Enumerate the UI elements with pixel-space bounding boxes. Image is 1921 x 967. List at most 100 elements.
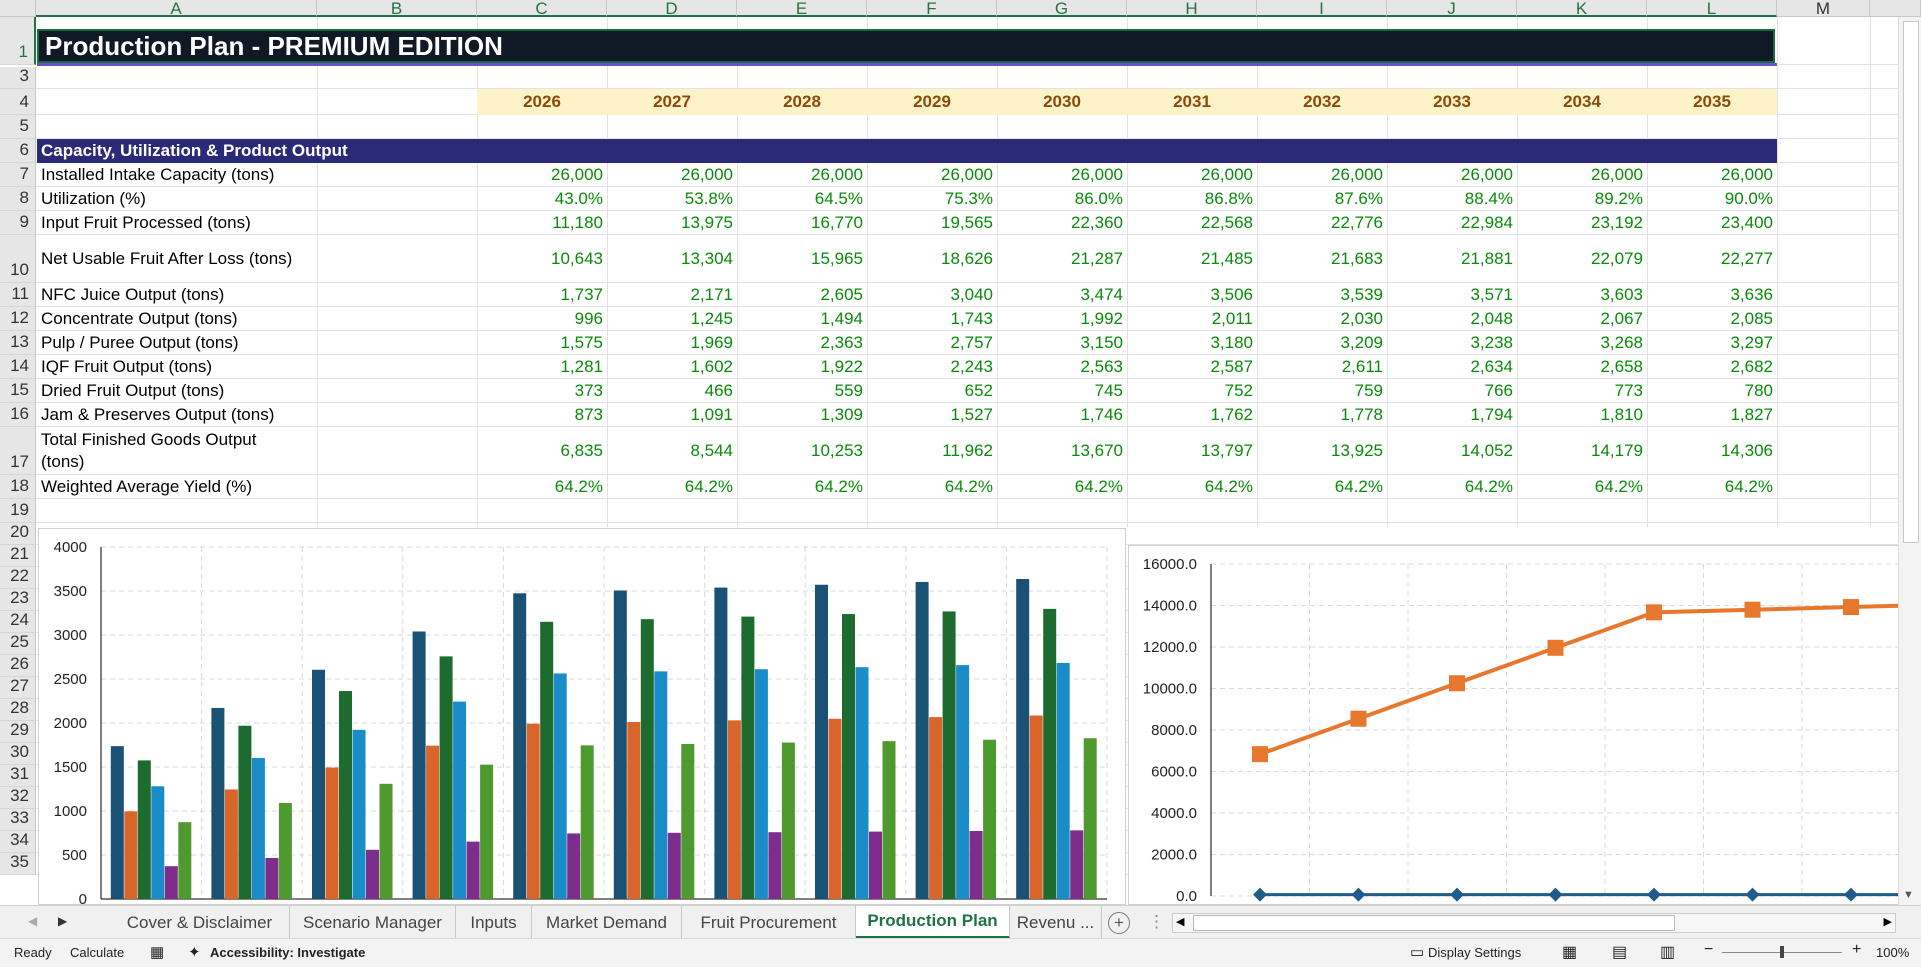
line-series-2-marker[interactable] [1745, 887, 1760, 902]
row-header-22[interactable]: 22 [0, 566, 36, 589]
value-cell[interactable]: 3,238 [1470, 333, 1513, 352]
value-cell[interactable]: 86.8% [1204, 189, 1253, 208]
row-label[interactable]: Weighted Average Yield (%) [41, 477, 253, 496]
value-cell[interactable]: 10,253 [811, 441, 863, 460]
value-cell[interactable]: 75.3% [944, 189, 993, 208]
value-cell[interactable]: 1,743 [950, 309, 993, 328]
line-series-1[interactable] [1259, 603, 1921, 757]
value-cell[interactable]: 3,636 [1730, 285, 1773, 304]
row-label[interactable]: Concentrate Output (tons) [41, 309, 238, 328]
value-cell[interactable]: 16,770 [811, 213, 863, 232]
value-cell[interactable]: 773 [1614, 381, 1643, 400]
value-cell[interactable]: 21,287 [1071, 249, 1123, 268]
line-chart[interactable]: 16000.0 14000.0 12000.0 10000.0 8000.0 6000.0… [1128, 545, 1921, 905]
row-header-27[interactable]: 27 [0, 676, 36, 699]
line-series-1-marker[interactable] [1350, 710, 1367, 727]
value-cell[interactable]: 14,179 [1591, 441, 1643, 460]
column-header-j[interactable]: J [1387, 0, 1517, 17]
value-cell[interactable]: 652 [964, 381, 993, 400]
row-header-35[interactable]: 35 [0, 852, 36, 875]
bar-series-3-bar[interactable] [1043, 608, 1057, 899]
value-cell[interactable]: 1,746 [1080, 405, 1123, 424]
bar-series-6-bar[interactable] [882, 741, 896, 899]
line-series-1-marker[interactable] [1843, 599, 1859, 616]
row-header-5[interactable]: 5 [0, 115, 36, 139]
horizontal-scroll-thumb[interactable] [1193, 915, 1675, 931]
sheet-tab[interactable]: Fruit Procurement [682, 906, 856, 939]
bar-series-1-bar[interactable] [815, 584, 828, 899]
bar-series-2-bar[interactable] [727, 720, 741, 899]
normal-view-icon[interactable]: ▦ [1562, 944, 1578, 961]
macro-icon[interactable]: ▦ [150, 944, 165, 961]
value-cell[interactable]: 87.6% [1334, 189, 1383, 208]
value-cell[interactable]: 3,040 [950, 285, 993, 304]
status-calculate[interactable]: Calculate [70, 945, 125, 960]
bar-series-4-bar[interactable] [553, 673, 567, 899]
year-header[interactable]: 2032 [1303, 92, 1341, 111]
value-cell[interactable]: 2,563 [1080, 357, 1123, 376]
value-cell[interactable]: 22,776 [1331, 213, 1383, 232]
row-header-23[interactable]: 23 [0, 588, 36, 611]
row-header-4[interactable]: 4 [0, 89, 36, 115]
row-label[interactable]: IQF Fruit Output (tons) [41, 357, 212, 376]
row-header-9[interactable]: 9 [0, 211, 36, 235]
bar-series-6-bar[interactable] [580, 745, 594, 899]
select-all-corner[interactable] [0, 0, 36, 17]
row-header-6[interactable]: 6 [0, 139, 36, 163]
bar-series-6-bar[interactable] [278, 802, 292, 899]
value-cell[interactable]: 64.2% [944, 477, 993, 496]
vertical-scrollbar[interactable]: ▼ [1898, 17, 1921, 905]
value-cell[interactable]: 759 [1354, 381, 1383, 400]
accessibility-icon[interactable]: ✦ [188, 944, 201, 961]
year-header[interactable]: 2030 [1043, 92, 1081, 111]
bar-series-4-bar[interactable] [352, 729, 366, 899]
value-cell[interactable]: 22,984 [1461, 213, 1513, 232]
value-cell[interactable]: 22,277 [1721, 249, 1773, 268]
value-cell[interactable]: 3,474 [1080, 285, 1123, 304]
bar-chart[interactable]: 4000 3500 3000 2500 2000 1500 1000 500 0 [38, 528, 1126, 908]
year-header[interactable]: 2026 [523, 92, 561, 111]
value-cell[interactable]: 6,835 [560, 441, 603, 460]
value-cell[interactable]: 1,922 [820, 357, 863, 376]
bar-series-5-bar[interactable] [466, 841, 480, 899]
value-cell[interactable]: 1,827 [1730, 405, 1773, 424]
bar-series-2-bar[interactable] [1029, 715, 1043, 899]
bar-series-3-bar[interactable] [640, 619, 654, 899]
value-cell[interactable]: 64.5% [814, 189, 863, 208]
value-cell[interactable]: 466 [704, 381, 733, 400]
row-header-26[interactable]: 26 [0, 654, 36, 677]
value-cell[interactable]: 1,737 [560, 285, 603, 304]
page-layout-icon[interactable]: ▤ [1612, 944, 1628, 961]
bar-series-2-bar[interactable] [124, 811, 138, 899]
value-cell[interactable]: 13,304 [681, 249, 733, 268]
bar-series-4-bar[interactable] [956, 665, 970, 899]
value-cell[interactable]: 1,281 [560, 357, 603, 376]
line-series-2-marker[interactable] [1351, 887, 1366, 902]
value-cell[interactable]: 26,000 [1721, 165, 1773, 184]
value-cell[interactable]: 373 [574, 381, 603, 400]
bar-series-3-bar[interactable] [540, 621, 554, 899]
year-header[interactable]: 2034 [1563, 92, 1601, 111]
accessibility-status[interactable]: Accessibility: Investigate [210, 945, 366, 960]
value-cell[interactable]: 89.2% [1594, 189, 1643, 208]
row-label[interactable]: Dried Fruit Output (tons) [41, 381, 225, 400]
value-cell[interactable]: 3,603 [1600, 285, 1643, 304]
bar-series-4-bar[interactable] [855, 667, 869, 899]
bar-series-5-bar[interactable] [164, 866, 178, 899]
bar-series-2-bar[interactable] [426, 745, 440, 899]
year-header[interactable]: 2029 [913, 92, 951, 111]
value-cell[interactable]: 3,150 [1080, 333, 1123, 352]
scroll-left-icon[interactable]: ◀ [28, 914, 38, 928]
column-header-e[interactable]: E [737, 0, 867, 17]
row-header-25[interactable]: 25 [0, 632, 36, 655]
bar-series-1-bar[interactable] [312, 669, 325, 899]
line-series-2-marker[interactable] [1548, 887, 1563, 902]
zoom-level[interactable]: 100% [1876, 945, 1910, 960]
bar-series-2-bar[interactable] [929, 717, 943, 899]
row-label[interactable]: Net Usable Fruit After Loss (tons) [41, 249, 293, 268]
value-cell[interactable]: 1,309 [820, 405, 863, 424]
value-cell[interactable]: 88.4% [1464, 189, 1513, 208]
value-cell[interactable]: 64.2% [684, 477, 733, 496]
value-cell[interactable]: 26,000 [551, 165, 603, 184]
value-cell[interactable]: 3,268 [1600, 333, 1643, 352]
